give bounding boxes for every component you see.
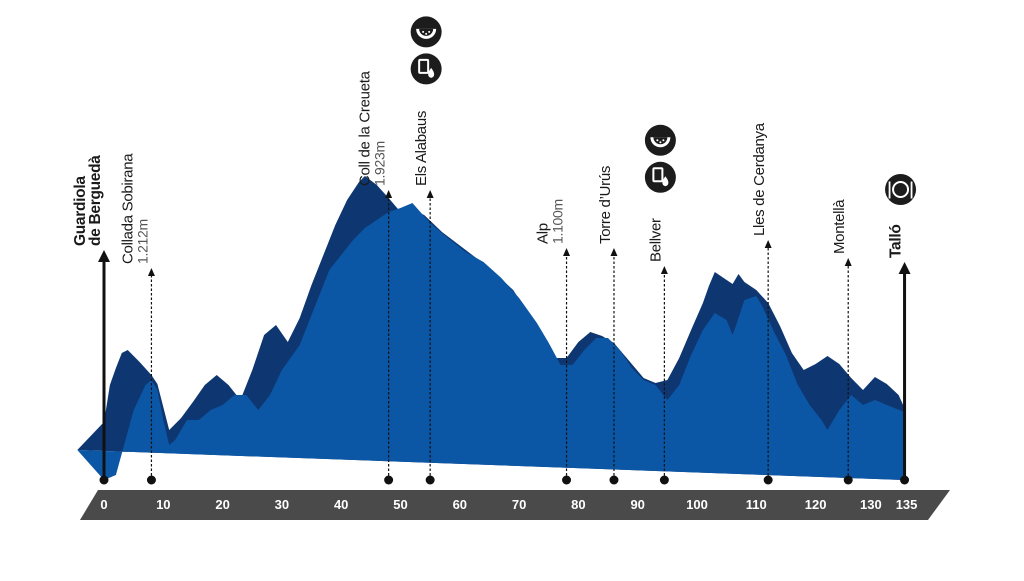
distance-axis: 0 10 20 30 40 50 60 70 80 90 100 110 120 130 135 bbox=[80, 490, 950, 520]
waypoint-dot bbox=[425, 475, 435, 485]
water-drop bbox=[428, 67, 435, 78]
profile-front-layer bbox=[77, 203, 905, 480]
water-bottle-icon-badge bbox=[410, 53, 442, 85]
waypoint-label: 1.212m bbox=[134, 219, 150, 264]
waypoint-label: Guardiola bbox=[72, 176, 89, 246]
meal-icon bbox=[885, 174, 917, 205]
plate bbox=[892, 181, 910, 198]
arrow-head-icon bbox=[426, 190, 434, 198]
x-tick-label: 10 bbox=[156, 497, 170, 512]
x-tick-label: 80 bbox=[571, 497, 585, 512]
water-bottle-icon bbox=[410, 53, 442, 85]
arrow-head-icon bbox=[147, 268, 155, 276]
x-tick-label: 50 bbox=[393, 497, 407, 512]
waypoint-label: Bellver bbox=[647, 218, 664, 262]
waypoint-label: Torre d’Urús bbox=[597, 166, 614, 244]
x-tick-label: 70 bbox=[512, 497, 526, 512]
watermelon-seed bbox=[659, 141, 662, 144]
x-tick-label: 100 bbox=[686, 497, 708, 512]
waypoint-marker: Montellà bbox=[831, 199, 853, 485]
waypoint-dot bbox=[659, 475, 669, 485]
x-tick-label: 60 bbox=[453, 497, 467, 512]
watermelon-flesh bbox=[653, 137, 668, 145]
watermelon-icon bbox=[410, 16, 442, 48]
waypoint-label: Collada Sobirana bbox=[119, 153, 136, 264]
waypoint-label: Talló bbox=[888, 224, 905, 258]
arrow-head-icon bbox=[563, 248, 571, 256]
x-tick-label: 110 bbox=[746, 497, 767, 512]
arrow-head-icon bbox=[98, 250, 110, 262]
waypoint-marker: Talló bbox=[885, 174, 917, 485]
watermelon-seed bbox=[425, 32, 428, 35]
watermelon-flesh bbox=[419, 28, 434, 36]
arrow-head-icon bbox=[610, 248, 618, 256]
waypoint-dot bbox=[900, 475, 910, 485]
arrow-head-icon bbox=[844, 258, 852, 266]
cup-outline bbox=[652, 167, 664, 183]
water-drop bbox=[662, 176, 669, 187]
waypoint-dot bbox=[763, 475, 773, 485]
waypoint-label: Els Alabaus bbox=[413, 111, 430, 186]
x-tick-label: 40 bbox=[334, 497, 348, 512]
waypoint-dot bbox=[562, 475, 572, 485]
distance-bar bbox=[80, 490, 950, 520]
arrow-head-icon bbox=[660, 266, 668, 274]
cup-outline bbox=[418, 58, 430, 74]
arrow-head-icon bbox=[764, 240, 772, 248]
waypoint-dot bbox=[99, 475, 109, 485]
waypoint-label: 1.100m bbox=[550, 199, 566, 244]
elevation-profile bbox=[77, 176, 905, 480]
x-tick-label: 0 bbox=[100, 497, 107, 512]
watermelon-seed bbox=[662, 139, 665, 142]
waypoint-label: Montellà bbox=[831, 199, 848, 254]
waypoint-marker: Lles de Cerdanya bbox=[751, 122, 773, 485]
arrow-head-icon bbox=[385, 190, 393, 198]
watermelon-seed bbox=[656, 139, 659, 142]
watermelon-icon bbox=[644, 124, 676, 156]
waypoint-dot bbox=[609, 475, 619, 485]
x-tick-label: 120 bbox=[805, 497, 827, 512]
waypoint-dot bbox=[384, 475, 394, 485]
waypoint-label: Alp bbox=[535, 223, 552, 244]
x-tick-label: 130 bbox=[860, 497, 882, 512]
meal-icon-badge bbox=[885, 174, 917, 205]
waypoint-label: 1.923m bbox=[372, 141, 388, 186]
x-tick-label: 135 bbox=[896, 497, 918, 512]
waypoint-marker: Torre d’Urús bbox=[597, 166, 619, 485]
x-tick-label: 30 bbox=[275, 497, 289, 512]
waypoint-label: de Berguedà bbox=[87, 155, 104, 246]
waypoint-marker: Els Alabaus bbox=[410, 16, 442, 485]
water-bottle-icon-badge bbox=[644, 161, 676, 193]
waypoint-label: Coll de la Creueta bbox=[357, 70, 374, 186]
x-tick-label: 90 bbox=[630, 497, 644, 512]
x-tick-label: 20 bbox=[215, 497, 229, 512]
watermelon-seed bbox=[422, 30, 425, 33]
arrow-head-icon bbox=[898, 262, 911, 274]
waypoint-label: Lles de Cerdanya bbox=[751, 122, 768, 236]
waypoint-dot bbox=[146, 475, 156, 485]
waypoint-dot bbox=[843, 475, 853, 485]
water-bottle-icon bbox=[644, 161, 676, 193]
waypoint-marker: Bellver bbox=[644, 124, 676, 485]
watermelon-seed bbox=[428, 30, 431, 33]
